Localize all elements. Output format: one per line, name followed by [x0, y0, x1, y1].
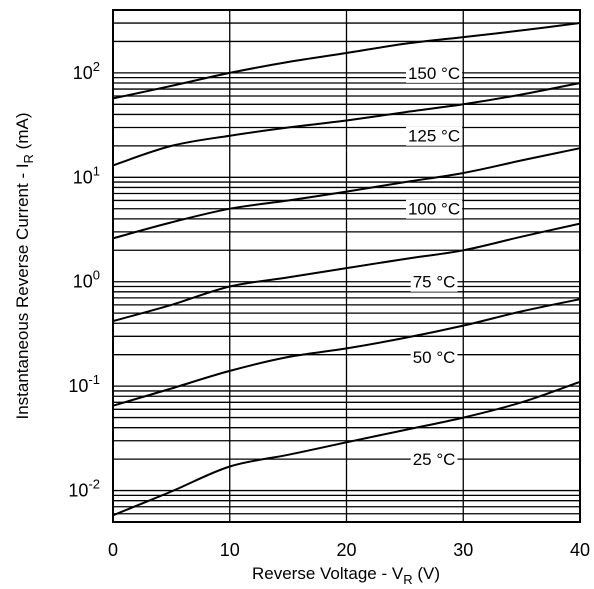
curve-label: 75 °C — [413, 273, 456, 292]
curve-label-background — [405, 199, 463, 219]
series-line — [112, 22, 581, 100]
curve-label: 100 °C — [408, 200, 460, 219]
x-tick-label: 0 — [108, 540, 118, 560]
y-axis-title: Instantaneous Reverse Current - IR (mA) — [13, 112, 36, 419]
grid — [113, 10, 580, 522]
curve-label-background — [410, 272, 458, 292]
curve-labels: 150 °C 125 °C 100 °C 75 °C 50 °C 25 °C — [405, 63, 463, 470]
series-line — [112, 147, 581, 240]
curve-label-background — [405, 126, 463, 146]
x-axis-title: Reverse Voltage - VR (V) — [252, 564, 440, 587]
series-line — [112, 298, 581, 407]
curve-label: 150 °C — [408, 64, 460, 83]
y-tick-labels: 10-2 10-1 100 101 102 — [68, 59, 100, 501]
y-tick-label: 10-2 — [68, 477, 100, 501]
curve-label-background — [410, 348, 458, 368]
y-tick-label: 102 — [73, 59, 100, 83]
x-tick-labels: 0 10 20 30 40 — [108, 540, 590, 560]
curve-label: 125 °C — [408, 127, 460, 146]
series-line — [112, 222, 581, 323]
y-tick-label: 101 — [73, 163, 100, 187]
curve-label: 25 °C — [413, 450, 456, 469]
curve-label-background — [410, 450, 458, 470]
series-line — [112, 82, 581, 167]
series-group — [112, 22, 581, 517]
curve-label-background — [405, 63, 463, 83]
x-tick-label: 30 — [453, 540, 473, 560]
x-tick-label: 10 — [220, 540, 240, 560]
series-line — [112, 380, 581, 517]
y-tick-label: 100 — [73, 268, 100, 292]
x-tick-label: 20 — [336, 540, 356, 560]
plot-frame — [112, 9, 581, 523]
y-tick-label: 10-1 — [68, 372, 100, 396]
x-tick-label: 40 — [570, 540, 590, 560]
curve-label: 50 °C — [413, 348, 456, 367]
